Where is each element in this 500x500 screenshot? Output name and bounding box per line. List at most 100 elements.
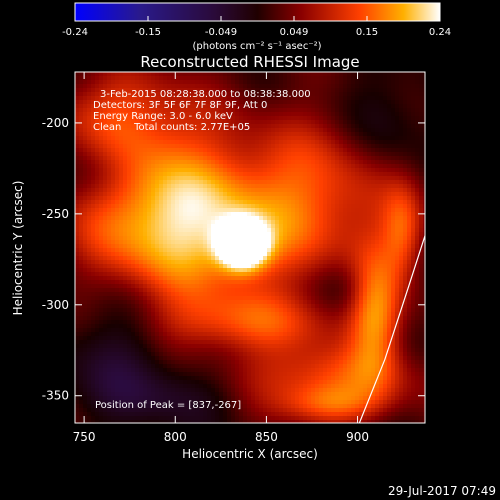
heatmap-cell [175, 340, 180, 345]
heatmap-cell [223, 344, 228, 349]
heatmap-cell [243, 256, 248, 261]
heatmap-cell [291, 136, 296, 141]
heatmap-cell [87, 112, 92, 117]
heatmap-cell [111, 208, 116, 213]
heatmap-cell [223, 212, 228, 217]
heatmap-cell [255, 92, 260, 97]
heatmap-cell [227, 92, 232, 97]
heatmap-cell [103, 240, 108, 245]
heatmap-cell [187, 312, 192, 317]
heatmap-cell [275, 92, 280, 97]
heatmap-cell [119, 328, 124, 333]
heatmap-cell [75, 144, 80, 149]
heatmap-cell [283, 232, 288, 237]
heatmap-cell [127, 412, 132, 417]
heatmap-cell [159, 336, 164, 341]
heatmap-cell [135, 380, 140, 385]
heatmap-cell [135, 164, 140, 169]
heatmap-cell [195, 304, 200, 309]
heatmap-cell [135, 224, 140, 229]
heatmap-cell [119, 280, 124, 285]
heatmap-cell [123, 128, 128, 133]
heatmap-cell [175, 328, 180, 333]
heatmap-cell [135, 208, 140, 213]
heatmap-cell [267, 380, 272, 385]
heatmap-cell [115, 388, 120, 393]
heatmap-cell [279, 364, 284, 369]
heatmap-cell [103, 208, 108, 213]
heatmap-cell [179, 232, 184, 237]
heatmap-cell [275, 252, 280, 257]
heatmap-cell [215, 224, 220, 229]
heatmap-cell [275, 404, 280, 409]
heatmap-cell [283, 268, 288, 273]
heatmap-cell [175, 168, 180, 173]
heatmap-cell [119, 236, 124, 241]
heatmap-cell [267, 240, 272, 245]
heatmap-cell [103, 196, 108, 201]
heatmap-cell [239, 96, 244, 101]
heatmap-cell [251, 356, 256, 361]
heatmap-cell [163, 236, 168, 241]
heatmap-cell [271, 248, 276, 253]
heatmap-cell [127, 420, 132, 423]
heatmap-cell [175, 268, 180, 273]
heatmap-cell [187, 216, 192, 221]
heatmap-cell [207, 264, 212, 269]
heatmap-cell [119, 400, 124, 405]
heatmap-cell [167, 152, 172, 157]
heatmap-cell [207, 88, 212, 93]
heatmap-cell [179, 284, 184, 289]
heatmap-cell [235, 212, 240, 217]
heatmap-cell [143, 412, 148, 417]
heatmap-cell [287, 336, 292, 341]
heatmap-cell [255, 136, 260, 141]
heatmap-cell [127, 212, 132, 217]
heatmap-cell [283, 176, 288, 181]
heatmap-cell [111, 196, 116, 201]
heatmap-cell [295, 84, 300, 89]
heatmap-cell [279, 324, 284, 329]
heatmap-cell [111, 180, 116, 185]
heatmap-cell [175, 252, 180, 257]
heatmap-cell [91, 96, 96, 101]
heatmap-cell [107, 316, 112, 321]
heatmap-cell [263, 260, 268, 265]
heatmap-cell [175, 228, 180, 233]
heatmap-cell [207, 340, 212, 345]
heatmap-cell [223, 288, 228, 293]
heatmap-cell [287, 392, 292, 397]
heatmap-cell [239, 248, 244, 253]
heatmap-cell [111, 272, 116, 277]
heatmap-cell [139, 100, 144, 105]
heatmap-cell [107, 284, 112, 289]
heatmap-cell [143, 160, 148, 165]
heatmap-cell [79, 192, 84, 197]
heatmap-cell [103, 76, 108, 81]
heatmap-cell [91, 232, 96, 237]
heatmap-cell [207, 300, 212, 305]
heatmap-cell [279, 76, 284, 81]
heatmap-cell [195, 352, 200, 357]
heatmap-cell [227, 232, 232, 237]
heatmap-cell [123, 372, 128, 377]
heatmap-cell [287, 188, 292, 193]
heatmap-cell [115, 100, 120, 105]
heatmap-cell [151, 172, 156, 177]
heatmap-cell [131, 136, 136, 141]
heatmap-cell [179, 408, 184, 413]
heatmap-cell [179, 124, 184, 129]
heatmap-cell [111, 320, 116, 325]
heatmap-cell [79, 276, 84, 281]
heatmap-cell [251, 392, 256, 397]
heatmap-cell [223, 420, 228, 423]
heatmap-cell [271, 316, 276, 321]
heatmap-cell [83, 120, 88, 125]
heatmap-cell [267, 408, 272, 413]
heatmap-cell [271, 408, 276, 413]
heatmap-cell [223, 176, 228, 181]
heatmap-cell [295, 156, 300, 161]
heatmap-cell [107, 232, 112, 237]
heatmap-cell [243, 152, 248, 157]
heatmap-cell [135, 264, 140, 269]
